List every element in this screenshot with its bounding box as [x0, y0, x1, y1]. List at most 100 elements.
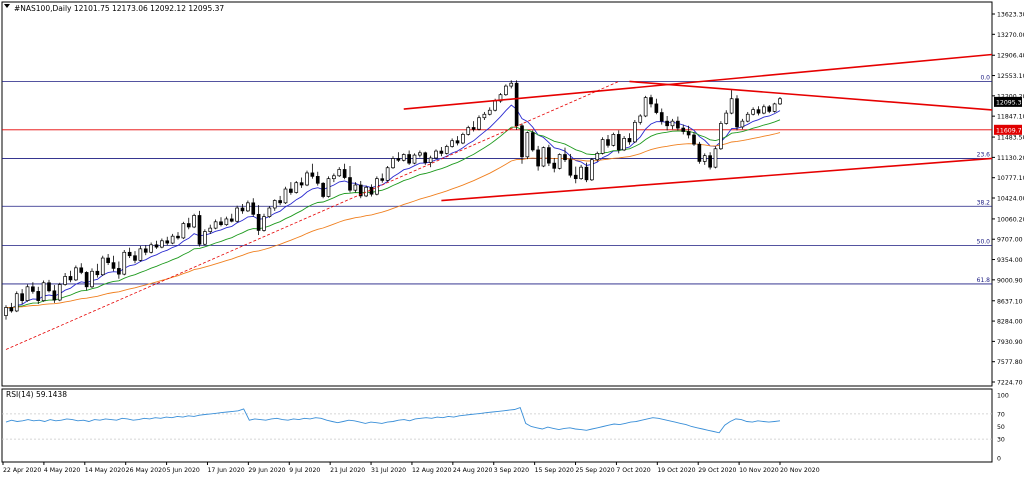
trendlines — [5, 53, 993, 350]
candle-body-bull — [181, 223, 186, 239]
candle — [654, 98, 659, 115]
time-tick-label: 7 Oct 2020 — [616, 467, 650, 474]
time-tick-label: 4 May 2020 — [44, 467, 80, 474]
candle — [246, 200, 250, 213]
price-tags: 12095.37 11609.78 — [994, 96, 1024, 135]
current-price-tag-label: 12095.37 — [996, 99, 1024, 106]
candle — [514, 80, 519, 130]
candle-body-bear — [20, 293, 24, 301]
candle-body-bull — [138, 248, 143, 261]
candle-body-bear — [127, 251, 132, 257]
candle — [713, 146, 718, 169]
price-tick-label: 12553.10 — [997, 73, 1024, 80]
resistance-trendline — [629, 80, 993, 111]
candle — [143, 245, 148, 256]
candle — [332, 173, 336, 183]
candle — [434, 149, 438, 160]
candle-body-bull — [203, 231, 207, 245]
candle — [649, 94, 653, 108]
candle — [117, 261, 121, 279]
candle-body-bull — [385, 167, 390, 181]
candle-body-bull — [638, 115, 643, 123]
candle-body-bull — [170, 235, 175, 244]
time-tick-label: 5 Jun 2020 — [167, 467, 200, 474]
candle-body-bear — [256, 213, 261, 231]
candle-body-bull — [160, 240, 164, 248]
moving-averages — [5, 104, 781, 309]
candle — [536, 145, 540, 171]
candle-body-bear — [68, 276, 73, 281]
candle-body-bear — [455, 140, 460, 144]
candle — [213, 219, 218, 230]
candle-body-bear — [676, 120, 680, 129]
candle-body-bull — [590, 159, 594, 181]
candle-body-bull — [326, 178, 331, 197]
candle-body-bull — [633, 121, 637, 143]
candle — [305, 170, 309, 187]
candle-body-bull — [778, 98, 782, 105]
candle — [772, 102, 777, 113]
price-tick-label: 8284.00 — [997, 319, 1023, 326]
candle-body-bull — [525, 132, 530, 158]
price-tick-label: 9707.00 — [997, 237, 1023, 244]
candle-body-bear — [84, 272, 89, 288]
candle — [20, 289, 24, 305]
candle-body-bull — [337, 169, 342, 177]
price-tick-label: 11130.20 — [997, 155, 1024, 162]
time-tick-label: 25 Sep 2020 — [576, 467, 615, 474]
time-tick-label: 9 Jul 2020 — [289, 467, 320, 474]
candle — [428, 155, 433, 168]
candle-body-bull — [208, 227, 213, 232]
candle — [450, 138, 454, 148]
candle — [487, 107, 492, 116]
candle — [380, 173, 385, 183]
candle — [471, 121, 476, 132]
candle-body-bull — [353, 184, 358, 191]
candle-body-bull — [14, 293, 19, 312]
candle — [176, 232, 180, 240]
price-tick-label: 10060.20 — [997, 216, 1024, 223]
candle — [299, 177, 304, 188]
candle-body-bear — [176, 235, 180, 239]
dropdown-triangle-icon[interactable] — [4, 4, 10, 8]
candle — [251, 198, 256, 217]
candle-body-bear — [606, 139, 610, 146]
candle — [530, 130, 535, 152]
candle — [326, 176, 331, 198]
candle-body-bull — [579, 166, 583, 180]
candle — [240, 203, 245, 214]
time-tick-label: 29 Oct 2020 — [698, 467, 736, 474]
candle — [692, 132, 696, 146]
candle — [606, 134, 610, 148]
time-tick-label: 24 Aug 2020 — [453, 467, 493, 474]
candle — [552, 157, 557, 173]
candle-body-bear — [358, 184, 363, 197]
candle-body-bull — [235, 207, 239, 222]
candle — [767, 105, 772, 114]
candle-body-bull — [412, 154, 417, 164]
candle-body-bull — [267, 207, 272, 217]
price-tick-label: 11847.10 — [997, 114, 1024, 121]
candle — [186, 217, 191, 230]
candle — [665, 115, 669, 131]
ema_fast-line — [5, 104, 781, 309]
candle — [267, 206, 272, 218]
candle-body-bull — [364, 186, 368, 197]
time-tick-label: 15 Sep 2020 — [535, 467, 574, 474]
candle — [154, 240, 159, 249]
candle — [127, 247, 132, 259]
candle — [482, 111, 487, 121]
candle-body-bull — [192, 215, 196, 228]
time-tick-label: 3 Sep 2020 — [494, 467, 529, 474]
rsi-tick-label: 100 — [997, 393, 1009, 400]
fib-level-label: 38.2 — [977, 199, 991, 206]
candle-body-bear — [52, 290, 57, 301]
candle-body-bull — [63, 276, 67, 285]
candle-body-bull — [600, 139, 605, 154]
price-tick-label: 12200.20 — [997, 93, 1024, 100]
candle-body-bull — [90, 270, 94, 288]
candle — [407, 150, 411, 165]
